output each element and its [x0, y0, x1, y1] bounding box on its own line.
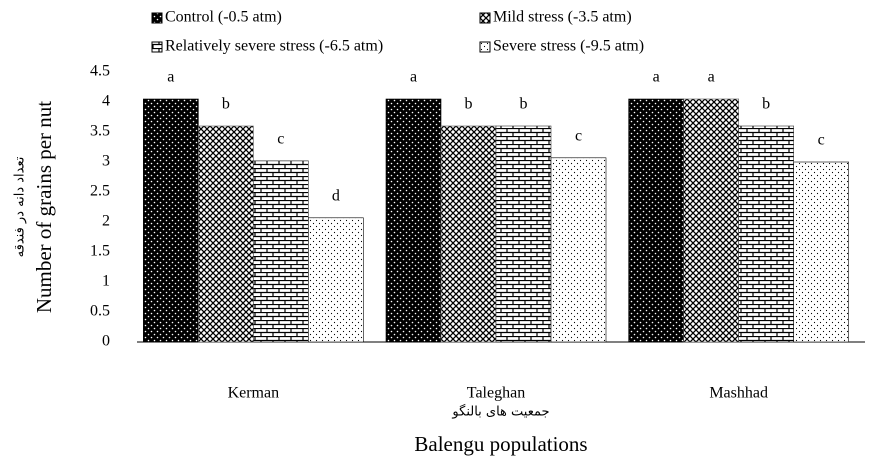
x-tick-label: Taleghan [467, 385, 525, 402]
significance-label: b [222, 96, 230, 113]
y-tick-label: 3 [102, 153, 110, 170]
legend-label: Control (-0.5 atm) [165, 9, 282, 26]
bar [198, 125, 254, 343]
legend-label: Relatively severe stress (-6.5 atm) [165, 38, 383, 55]
significance-label: a [708, 69, 715, 86]
significance-label: d [332, 187, 340, 204]
bar [550, 157, 607, 343]
significance-label: c [575, 127, 582, 144]
y-tick-label: 0 [102, 333, 110, 350]
bar [738, 125, 794, 343]
x-axis-title: Balengu populations [414, 432, 587, 456]
legend-swatch [479, 41, 491, 53]
bar [683, 98, 739, 343]
y-tick-label: 2 [102, 213, 110, 230]
y-tick-label: 0.5 [90, 303, 110, 320]
bar [628, 98, 684, 343]
significance-label: b [465, 96, 473, 113]
y-axis-title: Number of grains per nut [32, 101, 56, 313]
legend-swatch [151, 12, 163, 24]
legend-swatch [151, 41, 163, 53]
significance-label: b [762, 96, 770, 113]
bar [385, 98, 442, 343]
x-tick-label: Mashhad [709, 385, 768, 402]
bar [308, 217, 364, 343]
legend-swatch [479, 12, 491, 24]
significance-label: a [410, 69, 417, 86]
significance-label: c [818, 132, 825, 149]
y-tick-label: 4 [102, 93, 110, 110]
y-tick-label: 4.5 [90, 63, 110, 80]
x-axis-title-fa: جمعیت های بالنگو [451, 404, 549, 420]
legend-label: Severe stress (-9.5 atm) [493, 38, 644, 55]
y-tick-label: 1.5 [90, 243, 110, 260]
significance-label: a [653, 69, 660, 86]
bar [440, 125, 497, 343]
y-tick-label: 3.5 [90, 123, 110, 140]
legend-label: Mild stress (-3.5 atm) [493, 9, 632, 26]
significance-label: c [277, 130, 284, 147]
bar [253, 160, 309, 343]
significance-label: b [520, 96, 528, 113]
y-axis-title-fa: تعداد دانه در فندقه [13, 156, 28, 257]
y-tick-label: 2.5 [90, 183, 110, 200]
significance-label: a [167, 69, 174, 86]
bar [793, 161, 849, 343]
bar [495, 125, 552, 343]
y-tick-label: 1 [102, 273, 110, 290]
x-tick-label: Kerman [228, 385, 280, 402]
bar [143, 98, 199, 343]
